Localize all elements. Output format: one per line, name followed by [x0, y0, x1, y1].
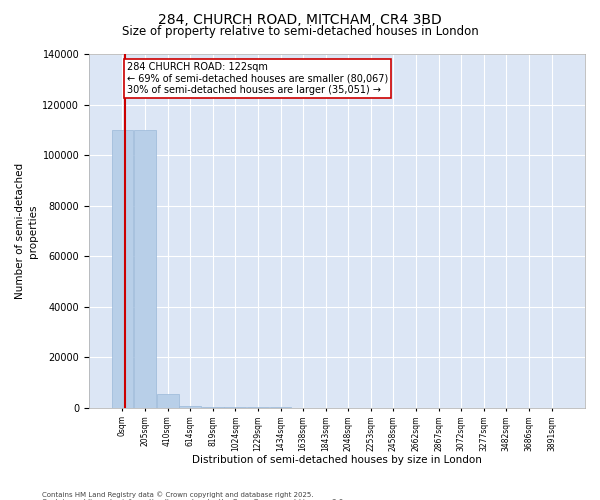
Text: Contains HM Land Registry data © Crown copyright and database right 2025.: Contains HM Land Registry data © Crown c… [42, 491, 314, 498]
Text: Contains public sector information licensed under the Open Government Licence v3: Contains public sector information licen… [42, 499, 346, 500]
Text: 284, CHURCH ROAD, MITCHAM, CR4 3BD: 284, CHURCH ROAD, MITCHAM, CR4 3BD [158, 12, 442, 26]
X-axis label: Distribution of semi-detached houses by size in London: Distribution of semi-detached houses by … [192, 455, 482, 465]
Text: 284 CHURCH ROAD: 122sqm
← 69% of semi-detached houses are smaller (80,067)
30% o: 284 CHURCH ROAD: 122sqm ← 69% of semi-de… [127, 62, 389, 95]
Text: Size of property relative to semi-detached houses in London: Size of property relative to semi-detach… [122, 25, 478, 38]
Bar [157, 394, 179, 407]
Bar [112, 130, 133, 407]
Bar [202, 407, 224, 408]
Y-axis label: Number of semi-detached
properties: Number of semi-detached properties [15, 162, 38, 299]
Bar [179, 406, 201, 407]
Bar [134, 130, 156, 407]
